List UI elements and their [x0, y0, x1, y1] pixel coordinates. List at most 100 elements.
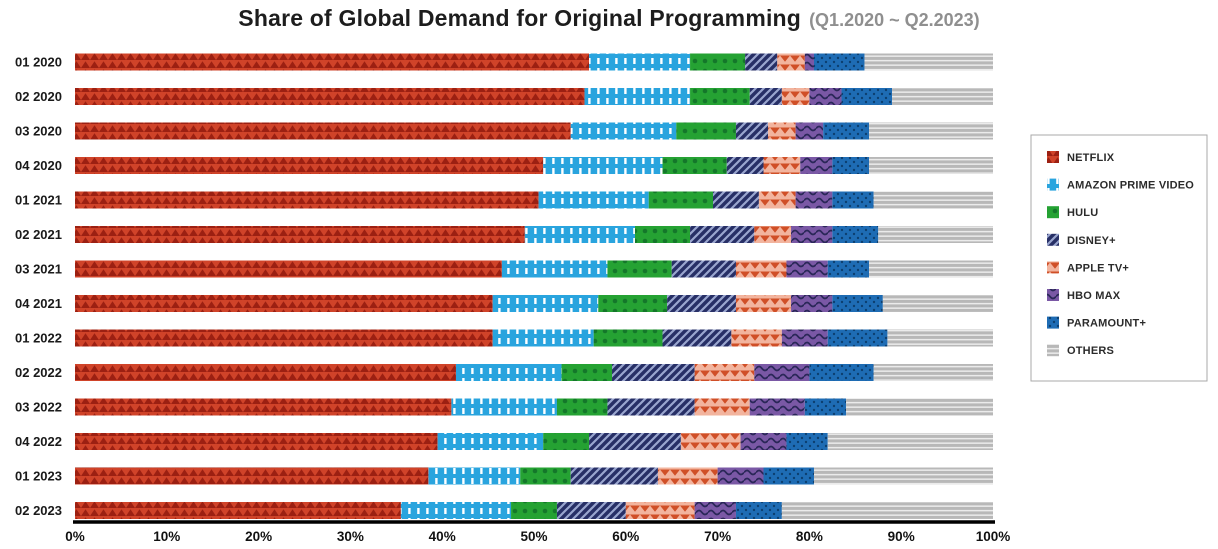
x-tick-label: 90% [888, 529, 915, 544]
bar-segment-paramount [827, 260, 870, 278]
bar-segment-disney [745, 53, 778, 71]
bar-segment-netflix [75, 364, 456, 381]
bar-segment-amazon-prime-video [501, 260, 608, 278]
bar-segment-apple-tv [777, 53, 805, 71]
bar-segment-others [887, 329, 993, 347]
bar-segment-hulu [690, 88, 750, 105]
bar-segment-amazon-prime-video [451, 398, 557, 416]
bar-segment-apple-tv [657, 467, 718, 485]
x-tick-label: 100% [976, 529, 1011, 544]
chart-title: Share of Global Demand for Original Prog… [238, 5, 802, 31]
bar-segment-hbo-max [795, 122, 824, 140]
bar-segment-netflix [75, 502, 401, 519]
bar-segment-apple-tv [735, 295, 792, 312]
bar-segment-apple-tv [680, 433, 741, 450]
legend-swatch-hulu [1047, 206, 1059, 219]
x-tick-label: 0% [65, 529, 85, 544]
bar-segment-hbo-max [754, 364, 810, 381]
bar-segment-amazon-prime-video [570, 122, 677, 140]
bar-segment-hulu [690, 53, 746, 71]
row-label: 04 2021 [15, 296, 62, 311]
bar-segment-apple-tv [625, 502, 695, 519]
bar-segment-apple-tv [731, 329, 782, 347]
chart-header: Share of Global Demand for Original Prog… [0, 5, 1218, 32]
bar-segment-disney [589, 433, 681, 450]
legend-swatch-hbo-max [1047, 289, 1059, 301]
bar-segment-disney [713, 191, 759, 209]
bar-segment-hulu [676, 122, 736, 140]
x-tick-label: 80% [796, 529, 823, 544]
row-label: 01 2022 [15, 331, 62, 346]
bar-segment-disney [570, 467, 658, 485]
bar-segment-hbo-max [791, 295, 833, 312]
bar-segment-disney [726, 157, 764, 174]
row-label: 02 2020 [15, 89, 62, 104]
legend-swatch-paramount [1047, 316, 1059, 329]
legend-label-apple-tv: APPLE TV+ [1067, 262, 1129, 274]
bar-segment-netflix [75, 226, 525, 243]
bar-segment-amazon-prime-video [400, 502, 512, 519]
row-label: 03 2021 [15, 262, 62, 277]
bar-segment-hbo-max [804, 53, 814, 71]
bar-segment-hulu [598, 295, 668, 312]
bar-segment-netflix [75, 329, 493, 347]
bar-segment-netflix [75, 157, 544, 174]
bar-segment-amazon-prime-video [428, 467, 521, 485]
bar-segment-netflix [75, 88, 585, 105]
legend-swatch-others [1047, 344, 1059, 357]
bar-segment-others [869, 122, 993, 140]
bar-segment-apple-tv [763, 157, 801, 174]
bar-segment-paramount [841, 88, 893, 105]
bar-segment-netflix [75, 295, 493, 312]
bar-segment-netflix [75, 467, 429, 485]
bar-segment-netflix [75, 260, 502, 278]
bar-segment-disney [607, 398, 695, 416]
x-tick-label: 40% [429, 529, 456, 544]
bar-segment-others [892, 88, 993, 105]
row-label: 04 2022 [15, 434, 62, 449]
bar-segment-others [869, 260, 993, 278]
x-tick-label: 70% [704, 529, 731, 544]
bar-segment-paramount [832, 226, 879, 243]
bar-segment-paramount [786, 433, 828, 450]
bar-segment-paramount [735, 502, 782, 519]
bar-segment-disney [690, 226, 755, 243]
bar-segment-disney [556, 502, 626, 519]
legend-label-hulu: HULU [1067, 207, 1098, 219]
bar-segment-paramount [823, 122, 870, 140]
legend-swatch-apple-tv [1047, 261, 1059, 274]
legend-label-others: OTHERS [1067, 345, 1114, 357]
bar-segment-hbo-max [809, 88, 842, 105]
bar-segment-amazon-prime-video [455, 364, 562, 381]
bar-segment-paramount [827, 329, 888, 347]
bar-segment-hulu [662, 157, 727, 174]
bar-segment-apple-tv [754, 226, 792, 243]
x-tick-label: 60% [612, 529, 639, 544]
bar-segment-hbo-max [786, 260, 828, 278]
bar-segment-apple-tv [694, 364, 755, 381]
legend-swatch-disney [1047, 233, 1059, 246]
bar-segment-paramount [832, 157, 870, 174]
bar-segment-others [873, 191, 993, 209]
bar-segment-amazon-prime-video [543, 157, 663, 174]
bar-segment-hbo-max [791, 226, 833, 243]
bar-segment-netflix [75, 398, 452, 416]
bar-segment-apple-tv [694, 398, 750, 416]
bar-segment-paramount [832, 191, 874, 209]
row-label: 04 2020 [15, 158, 62, 173]
bar-segment-disney [749, 88, 782, 105]
bar-segment-hulu [648, 191, 714, 209]
bar-segment-disney [735, 122, 769, 140]
row-label: 02 2023 [15, 503, 62, 518]
x-tick-label: 10% [153, 529, 180, 544]
row-label: 02 2022 [15, 365, 62, 380]
bar-segment-netflix [75, 433, 438, 450]
bar-segment-amazon-prime-video [492, 329, 594, 347]
bar-segment-hbo-max [694, 502, 736, 519]
bar-segment-amazon-prime-video [584, 88, 691, 105]
legend-label-paramount: PARAMOUNT+ [1067, 318, 1146, 330]
bar-segment-netflix [75, 53, 590, 71]
bar-segment-amazon-prime-video [524, 226, 635, 243]
legend-label-hbo-max: HBO MAX [1067, 290, 1121, 302]
